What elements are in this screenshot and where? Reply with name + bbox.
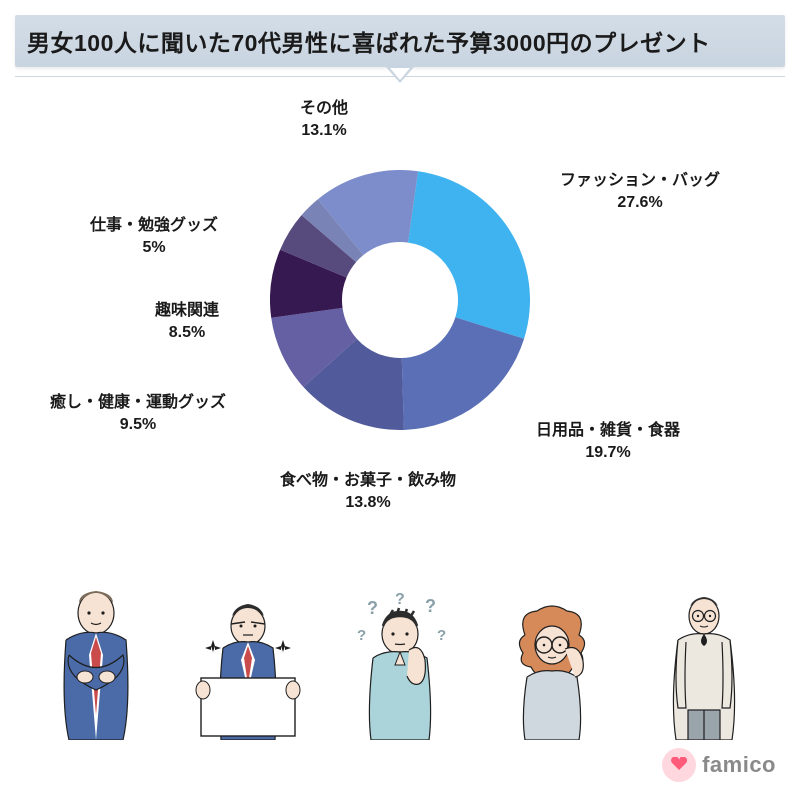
donut-slice <box>402 317 524 430</box>
svg-text:?: ? <box>395 591 405 608</box>
logo-text: famico <box>702 752 776 778</box>
donut-chart <box>270 170 530 430</box>
chart-label: 食べ物・お菓子・飲み物13.8% <box>280 470 456 513</box>
chart-label: ファッション・バッグ27.6% <box>560 170 720 213</box>
logo: famico <box>662 748 776 782</box>
chart-area: ファッション・バッグ27.6% 日用品・雑貨・食器19.7% 食べ物・お菓子・飲み物… <box>0 130 800 570</box>
person-sign-holder <box>172 600 324 740</box>
svg-text:?: ? <box>437 627 446 644</box>
chart-label: 日用品・雑貨・食器19.7% <box>536 420 680 463</box>
chart-label: 仕事・勉強グッズ5% <box>90 215 218 258</box>
logo-heart-icon <box>662 748 696 782</box>
page-title: 男女100人に聞いた70代男性に喜ばれた予算3000円のプレゼント <box>27 24 711 58</box>
person-sweater <box>628 590 780 740</box>
svg-text:?: ? <box>425 596 436 616</box>
donut-slice <box>408 171 530 339</box>
title-banner: 男女100人に聞いた70代男性に喜ばれた予算3000円のプレゼント <box>15 15 785 67</box>
person-glasses <box>476 605 628 740</box>
chart-label: その他13.1% <box>300 98 348 141</box>
person-thinking: ? ? ? ? ? <box>324 590 476 740</box>
people-illustrations: ? ? ? ? ? <box>0 580 800 740</box>
person-businessman <box>20 585 172 740</box>
svg-text:?: ? <box>357 627 366 644</box>
svg-text:?: ? <box>367 598 378 618</box>
chart-label: 癒し・健康・運動グッズ9.5% <box>50 392 226 435</box>
banner-pointer-icon <box>386 67 414 83</box>
chart-label: 趣味関連8.5% <box>155 300 219 343</box>
